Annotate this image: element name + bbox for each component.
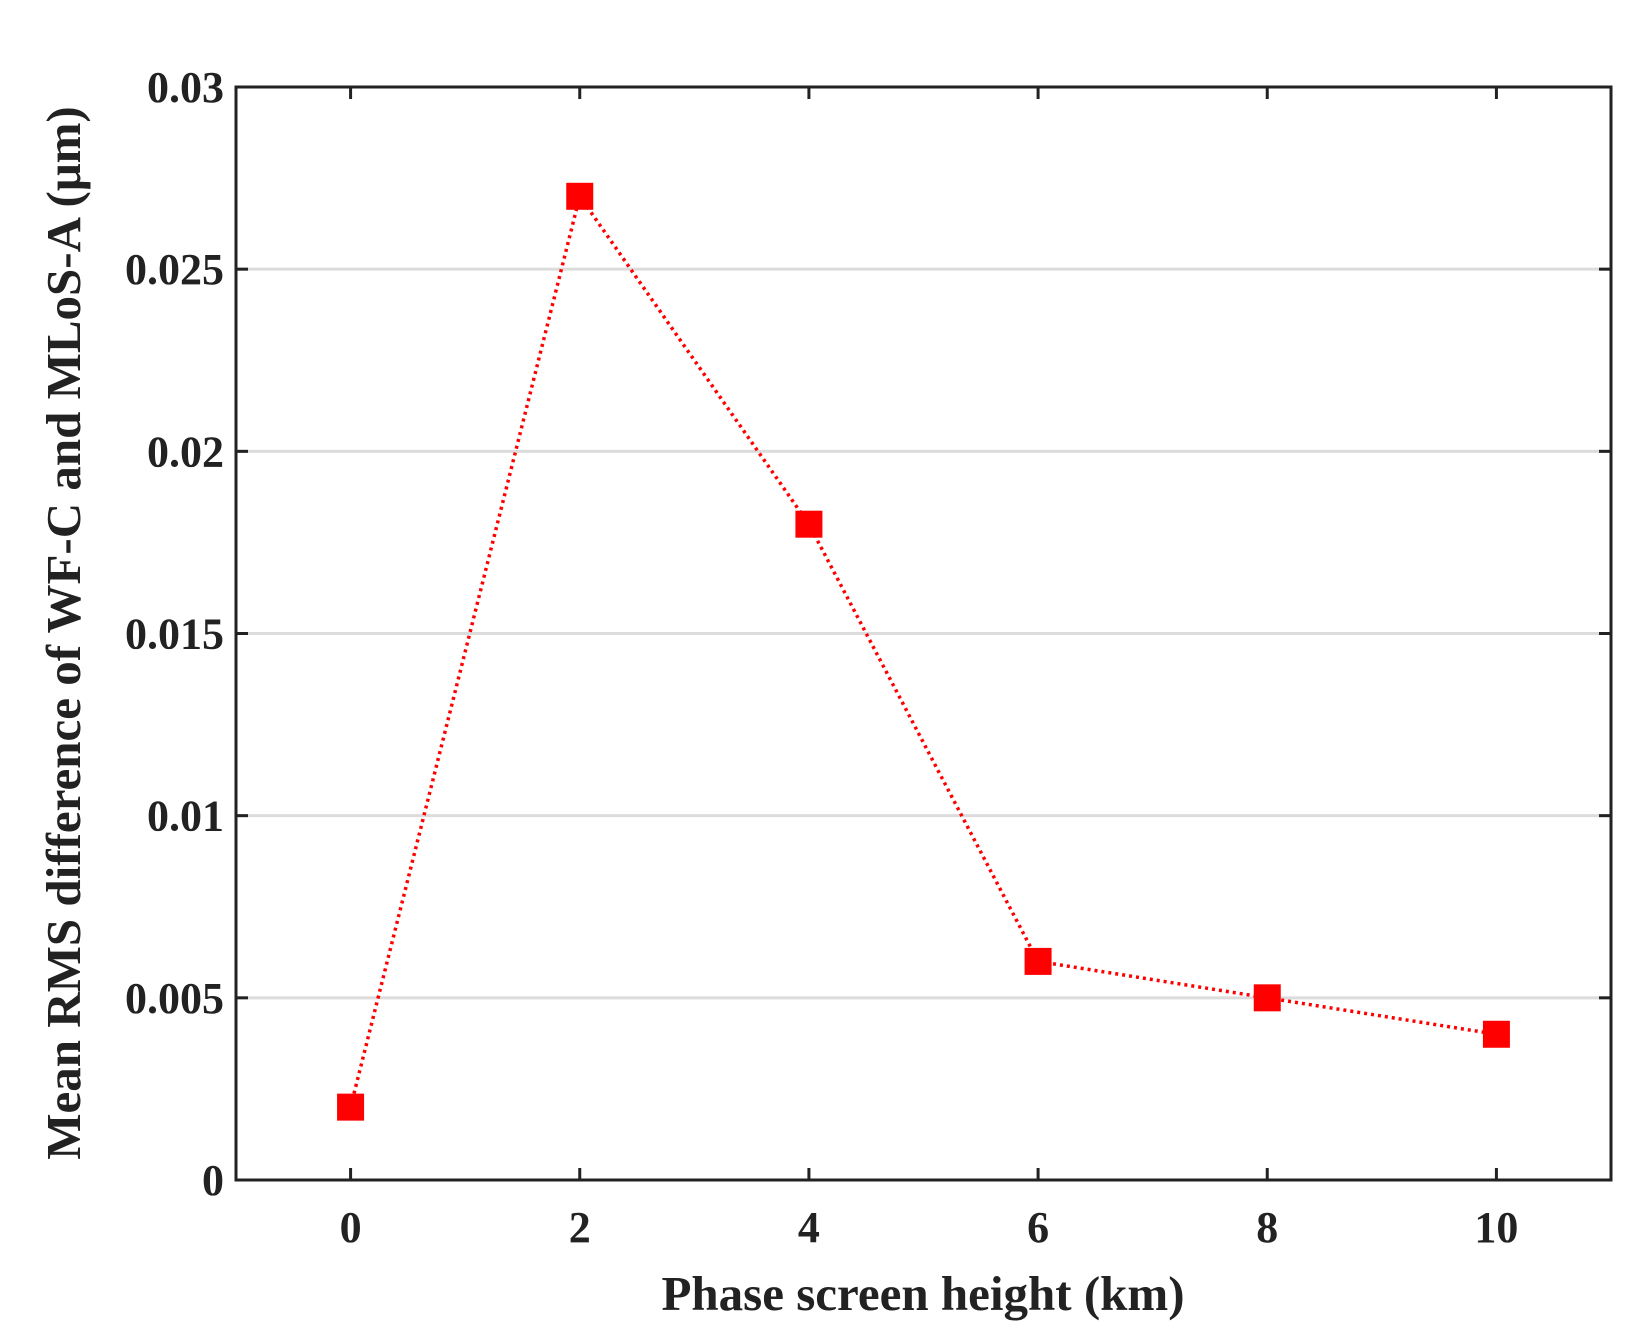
data-point-marker — [1253, 984, 1281, 1012]
y-tick-label: 0.025 — [125, 245, 224, 294]
grid-lines — [236, 267, 1611, 1000]
data-series — [337, 182, 1510, 1121]
data-point-marker — [337, 1093, 365, 1121]
data-point-marker — [1024, 947, 1052, 975]
series-line — [348, 192, 1497, 1108]
x-axis-title: Phase screen height (km) — [661, 1266, 1184, 1321]
x-tick-label: 10 — [1474, 1203, 1518, 1252]
y-axis-title: Mean RMS difference of WF-C and MLoS-A (… — [36, 106, 91, 1159]
x-tick-label: 4 — [798, 1203, 820, 1252]
y-tick-label: 0.01 — [147, 792, 224, 841]
x-tick-label: 0 — [340, 1203, 362, 1252]
data-point-marker — [1482, 1020, 1510, 1048]
y-tick-label: 0.02 — [147, 427, 224, 476]
x-tick-labels: 0 2 4 6 8 10 — [340, 1203, 1519, 1252]
x-tick-label: 6 — [1027, 1203, 1049, 1252]
axis-ticks — [236, 85, 1611, 1182]
y-tick-labels: 0 0.005 0.01 0.015 0.02 0.025 0.03 — [125, 63, 224, 1205]
data-point-marker — [795, 510, 823, 538]
x-tick-label: 8 — [1256, 1203, 1278, 1252]
y-tick-label: 0.005 — [125, 974, 224, 1023]
y-tick-label: 0.015 — [125, 610, 224, 659]
y-tick-label: 0.03 — [147, 63, 224, 112]
x-tick-label: 2 — [569, 1203, 591, 1252]
y-tick-label: 0 — [202, 1156, 224, 1205]
data-point-marker — [566, 182, 594, 210]
